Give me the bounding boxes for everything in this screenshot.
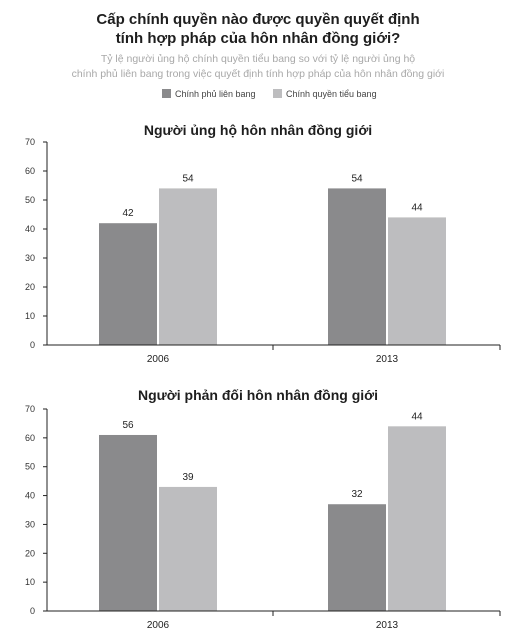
- y-tick-label: 30: [25, 519, 35, 529]
- chart-title: Người ủng hộ hôn nhân đồng giới: [144, 122, 372, 138]
- y-tick-label: 50: [25, 462, 35, 472]
- legend-label-state: Chính quyền tiểu bang: [286, 89, 377, 99]
- subtitle-line-1: Tỷ lệ người ủng hộ chính quyền tiểu bang…: [100, 53, 416, 65]
- data-label-state-2006: 54: [182, 173, 194, 184]
- y-tick-label: 10: [25, 577, 35, 587]
- y-tick-label: 60: [25, 433, 35, 443]
- y-tick-label: 10: [25, 311, 35, 321]
- bar-federal-2013: [328, 504, 386, 611]
- y-tick-label: 50: [25, 195, 35, 205]
- chart-title: Người phản đối hôn nhân đồng giới: [138, 387, 378, 403]
- legend-swatch-state: [273, 89, 282, 98]
- legend: Chính phủ liên bang Chính quyền tiểu ban…: [0, 88, 516, 102]
- y-tick-label: 0: [30, 606, 35, 616]
- y-tick-label: 20: [25, 548, 35, 558]
- bar-federal-2006: [99, 223, 157, 345]
- subtitle-line-2: chính phủ liên bang trong việc quyết địn…: [71, 68, 445, 80]
- y-tick-label: 70: [25, 137, 35, 147]
- bar-state-2006: [159, 188, 217, 345]
- data-label-federal-2013: 54: [351, 173, 363, 184]
- data-label-state-2013: 44: [411, 411, 423, 422]
- x-tick-label-2013: 2013: [376, 354, 399, 365]
- y-tick-label: 70: [25, 404, 35, 414]
- bar-state-2013: [388, 217, 446, 345]
- legend-swatch-federal: [162, 89, 171, 98]
- title-line-2: tính hợp pháp của hôn nhân đồng giới?: [115, 30, 401, 47]
- x-tick-label-2006: 2006: [147, 354, 170, 365]
- chart-supporters: Người ủng hộ hôn nhân đồng giới 0 10 20 30 40…: [25, 122, 501, 365]
- title-line-1: Cấp chính quyền nào được quyền quyết địn…: [96, 11, 420, 28]
- y-tick-label: 60: [25, 166, 35, 176]
- bar-state-2006: [159, 486, 217, 611]
- y-tick-label: 40: [25, 224, 35, 234]
- bar-federal-2013: [328, 188, 386, 345]
- data-label-state-2006: 39: [182, 472, 194, 483]
- legend-label-federal: Chính phủ liên bang: [175, 89, 256, 99]
- y-tick-label: 40: [25, 491, 35, 501]
- data-label-state-2013: 44: [411, 202, 423, 213]
- x-tick-label-2013: 2013: [376, 620, 399, 631]
- bar-state-2013: [388, 426, 446, 611]
- y-tick-label: 30: [25, 253, 35, 263]
- data-label-federal-2006: 56: [122, 420, 134, 431]
- x-tick-label-2006: 2006: [147, 620, 170, 631]
- data-label-federal-2006: 42: [122, 208, 134, 219]
- y-tick-label: 20: [25, 282, 35, 292]
- bar-federal-2006: [99, 434, 157, 611]
- page-subtitle: Tỷ lệ người ủng hộ chính quyền tiểu bang…: [0, 52, 516, 82]
- data-label-federal-2013: 32: [351, 489, 363, 500]
- chart-opponents: Người phản đối hôn nhân đồng giới 0 10 20 30…: [25, 387, 501, 631]
- y-tick-label: 0: [30, 340, 35, 350]
- page-title: Cấp chính quyền nào được quyền quyết địn…: [0, 10, 516, 48]
